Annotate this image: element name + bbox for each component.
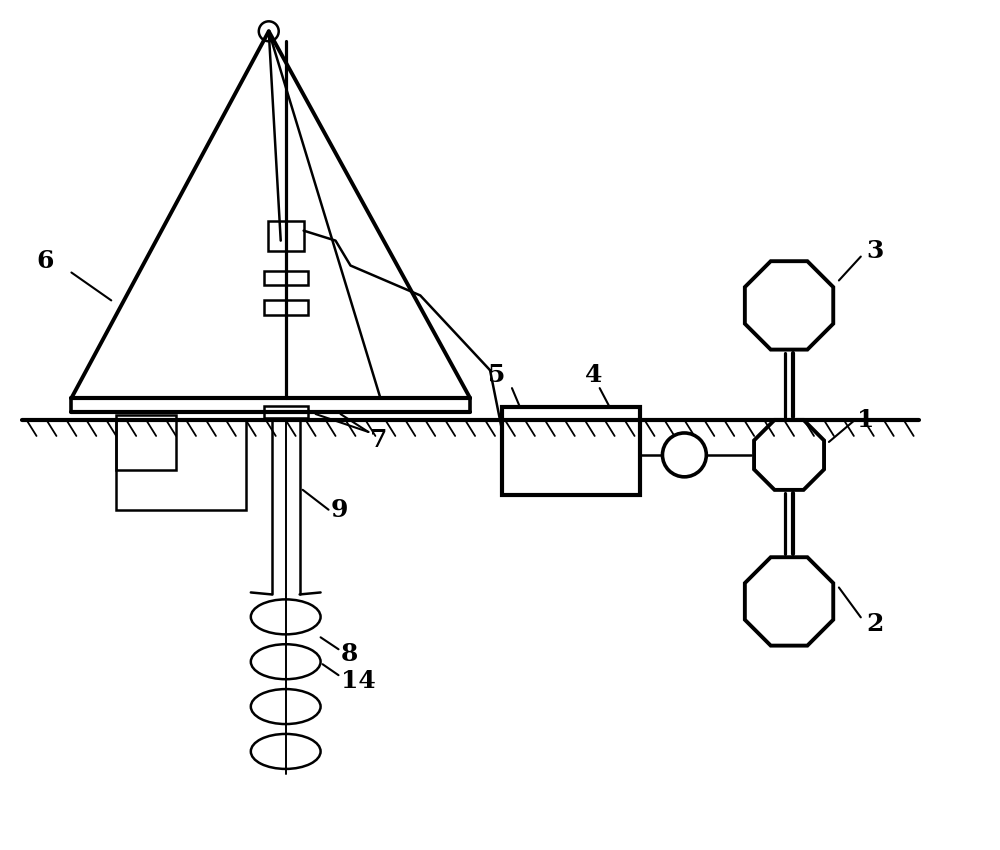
Text: 3: 3 (867, 239, 884, 263)
Text: 8: 8 (341, 643, 358, 666)
Text: 6: 6 (37, 248, 54, 273)
Text: 4: 4 (585, 363, 602, 387)
Text: 5: 5 (488, 363, 505, 387)
Text: 7: 7 (370, 428, 388, 452)
Bar (268, 221, 304, 251)
Circle shape (259, 21, 279, 42)
Circle shape (662, 433, 706, 477)
Text: 9: 9 (331, 498, 348, 522)
Bar (264, 300, 308, 315)
Text: 2: 2 (867, 612, 884, 637)
Bar (264, 406, 308, 418)
Text: 1: 1 (857, 408, 874, 432)
Bar (502, 407, 640, 495)
Text: 14: 14 (341, 669, 375, 693)
Bar (116, 420, 246, 510)
Bar (116, 415, 176, 470)
Bar (264, 270, 308, 286)
